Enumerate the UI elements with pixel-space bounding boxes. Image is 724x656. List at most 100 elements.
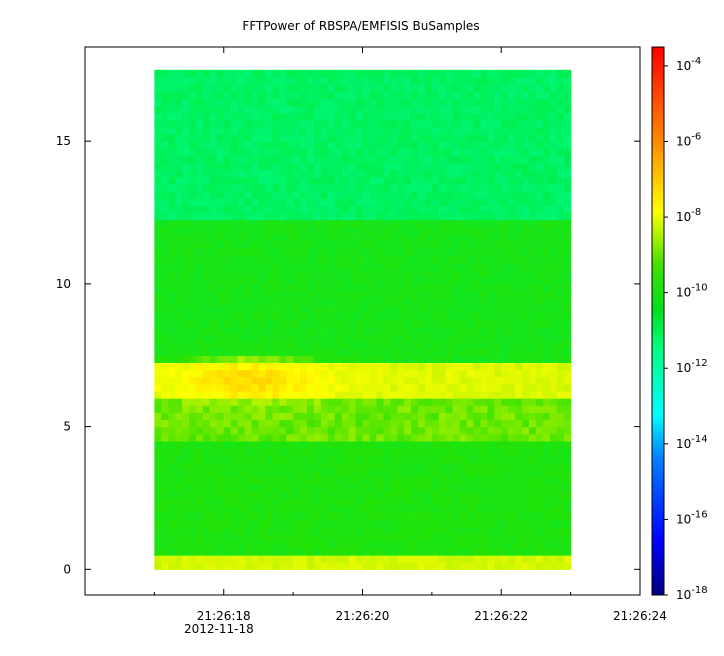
heatmap-cell <box>438 455 447 463</box>
heatmap-cell <box>487 119 495 128</box>
heatmap-cell <box>424 383 433 392</box>
heatmap-cell <box>300 505 308 513</box>
heatmap-cell <box>494 305 502 314</box>
heatmap-cell <box>189 355 197 363</box>
heatmap-cell <box>411 326 419 335</box>
heatmap-cell <box>563 333 572 342</box>
heatmap-cell <box>237 176 246 185</box>
heatmap-cell <box>154 376 162 385</box>
heatmap-cell <box>515 533 523 542</box>
heatmap-cell <box>307 369 315 378</box>
heatmap-cell <box>452 105 461 114</box>
heatmap-cell <box>383 141 391 149</box>
heatmap-cell <box>189 148 197 157</box>
heatmap-cell <box>376 512 384 520</box>
heatmap-cell <box>223 448 232 456</box>
heatmap-cell <box>480 141 488 149</box>
heatmap-cell <box>175 348 183 356</box>
heatmap-cell <box>230 562 239 570</box>
heatmap-cell <box>258 383 266 392</box>
heatmap-cell <box>424 547 433 556</box>
heatmap-cell <box>494 419 502 428</box>
heatmap-cell <box>154 398 162 406</box>
heatmap-cell <box>209 233 218 242</box>
heatmap-cell <box>404 105 412 114</box>
heatmap-cell <box>397 547 405 556</box>
heatmap-cell <box>563 533 572 542</box>
heatmap-cell <box>452 383 461 392</box>
heatmap-cell <box>279 319 287 328</box>
heatmap-cell <box>515 105 523 114</box>
heatmap-cell <box>473 119 482 128</box>
heatmap-cell <box>237 440 246 449</box>
heatmap-cell <box>196 490 204 499</box>
heatmap-cell <box>251 219 260 228</box>
heatmap-cell <box>397 369 405 378</box>
heatmap-cell <box>355 319 364 328</box>
heatmap-cell <box>473 233 482 242</box>
heatmap-cell <box>515 69 523 78</box>
heatmap-cell <box>196 248 204 256</box>
heatmap-cell <box>161 176 169 185</box>
heatmap-cell <box>411 526 419 535</box>
heatmap-cell <box>542 105 551 114</box>
heatmap-cell <box>397 91 405 99</box>
heatmap-cell <box>209 426 218 435</box>
heatmap-cell <box>244 562 253 570</box>
heatmap-cell <box>320 276 329 285</box>
heatmap-cell <box>216 141 225 149</box>
heatmap-cell <box>189 184 197 192</box>
heatmap-cell <box>542 126 551 135</box>
heatmap-cell <box>487 512 495 520</box>
heatmap-cell <box>230 469 239 478</box>
heatmap-cell <box>466 112 475 121</box>
heatmap-cell <box>473 333 482 342</box>
heatmap-cell <box>265 462 273 471</box>
heatmap-cell <box>563 98 572 107</box>
heatmap-cell <box>334 205 343 214</box>
heatmap-cell <box>466 233 475 242</box>
heatmap-cell <box>452 490 461 499</box>
heatmap-cell <box>535 376 544 385</box>
heatmap-cell <box>362 176 371 185</box>
heatmap-cell <box>258 326 266 335</box>
heatmap-cell <box>529 497 537 506</box>
heatmap-cell <box>161 526 169 535</box>
heatmap-cell <box>501 155 509 164</box>
heatmap-cell <box>279 412 287 421</box>
heatmap-cell <box>473 440 482 449</box>
heatmap-cell <box>348 398 357 406</box>
heatmap-cell <box>494 162 502 171</box>
heatmap-cell <box>327 69 336 78</box>
heatmap-cell <box>300 455 308 463</box>
heatmap-cell <box>230 112 239 121</box>
heatmap-cell <box>251 162 260 171</box>
heatmap-cell <box>508 405 516 413</box>
heatmap-cell <box>168 505 176 513</box>
heatmap-cell <box>300 519 308 528</box>
heatmap-cell <box>542 419 551 428</box>
heatmap-cell <box>327 176 336 185</box>
heatmap-cell <box>494 333 502 342</box>
heatmap-cell <box>313 119 322 128</box>
heatmap-cell <box>244 540 253 549</box>
heatmap-cell <box>411 497 419 506</box>
heatmap-cell <box>515 162 523 171</box>
heatmap-cell <box>341 398 350 406</box>
heatmap-cell <box>348 433 357 442</box>
heatmap-cell <box>182 547 190 556</box>
heatmap-cell <box>320 191 329 199</box>
heatmap-cell <box>515 176 523 185</box>
heatmap-cell <box>258 84 266 92</box>
heatmap-cell <box>216 126 225 135</box>
heatmap-cell <box>494 219 502 228</box>
heatmap-cell <box>411 483 419 492</box>
heatmap-cell <box>424 476 433 485</box>
heatmap-cell <box>334 191 343 199</box>
heatmap-cell <box>196 512 204 520</box>
heatmap-cell <box>341 462 350 471</box>
heatmap-cell <box>182 226 190 235</box>
heatmap-cell <box>487 126 495 135</box>
heatmap-cell <box>279 476 287 485</box>
